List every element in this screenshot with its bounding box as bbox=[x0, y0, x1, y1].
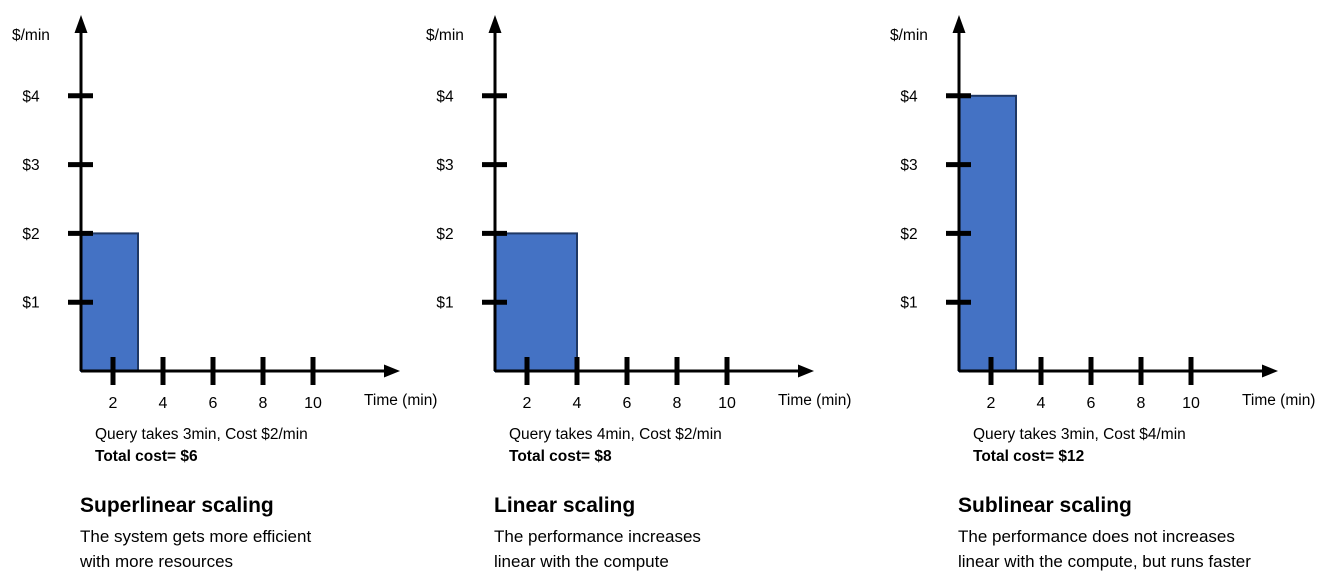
y-tick-label: $4 bbox=[900, 88, 918, 105]
linear-bar-chart: $4 $3 $2 $1 2 4 6 8 10 bbox=[436, 15, 814, 412]
y-axis-label: $/min bbox=[890, 27, 928, 44]
x-tick-label: 6 bbox=[209, 395, 218, 412]
x-tick-label: 2 bbox=[987, 395, 996, 412]
chart-description: The system gets more efficient with more… bbox=[80, 527, 312, 571]
chart-title: Sublinear scaling bbox=[958, 494, 1132, 517]
y-tick-label: $4 bbox=[22, 88, 40, 105]
x-axis-arrow-icon bbox=[798, 364, 814, 378]
y-tick-label: $2 bbox=[436, 226, 453, 243]
x-tick-label: 8 bbox=[1137, 395, 1146, 412]
y-axis-label: $/min bbox=[426, 27, 464, 44]
x-tick-label: 10 bbox=[304, 395, 322, 412]
y-tick-label: $4 bbox=[436, 88, 454, 105]
x-tick-label: 10 bbox=[718, 395, 736, 412]
total-cost-label: Total cost= $12 bbox=[973, 448, 1085, 465]
x-tick-label: 4 bbox=[1037, 395, 1046, 412]
chart-caption: Query takes 3min, Cost $2/min bbox=[95, 426, 308, 443]
chart-panel-sublinear-scaling: $4 $3 $2 $1 2 4 6 8 10 $/min Time (min) Query ta… bbox=[878, 0, 1327, 587]
x-axis-arrow-icon bbox=[1262, 364, 1278, 378]
chart-description: The performance does not increases linea… bbox=[958, 527, 1251, 571]
y-axis-arrow-icon bbox=[952, 15, 966, 33]
x-tick-label: 6 bbox=[1087, 395, 1096, 412]
x-tick-label: 8 bbox=[259, 395, 268, 412]
x-tick-label: 10 bbox=[1182, 395, 1200, 412]
chart-caption: Query takes 3min, Cost $4/min bbox=[973, 426, 1186, 443]
x-axis-label: Time (min) bbox=[364, 392, 438, 409]
x-tick-label: 8 bbox=[673, 395, 682, 412]
y-tick-label: $3 bbox=[436, 157, 453, 174]
y-axis-arrow-icon bbox=[74, 15, 88, 33]
superlinear-bar-chart: $4 $3 $2 $1 2 4 6 8 10 bbox=[22, 15, 400, 412]
chart-title: Superlinear scaling bbox=[80, 494, 274, 517]
x-axis-label: Time (min) bbox=[778, 392, 852, 409]
cost-bar bbox=[494, 232, 578, 372]
x-axis-label: Time (min) bbox=[1242, 392, 1316, 409]
x-tick-label: 2 bbox=[523, 395, 532, 412]
y-tick-label: $1 bbox=[22, 295, 39, 312]
chart-title: Linear scaling bbox=[494, 494, 636, 517]
x-tick-label: 4 bbox=[573, 395, 582, 412]
chart-caption: Query takes 4min, Cost $2/min bbox=[509, 426, 722, 443]
y-axis-label: $/min bbox=[12, 27, 50, 44]
x-tick-label: 2 bbox=[109, 395, 118, 412]
y-tick-label: $2 bbox=[900, 226, 917, 243]
y-tick-label: $3 bbox=[900, 157, 917, 174]
chart-description: The performance increases linear with th… bbox=[494, 527, 701, 571]
chart-panel-linear-scaling: $4 $3 $2 $1 2 4 6 8 10 $/min Time (min) Query ta… bbox=[414, 0, 863, 587]
total-cost-label: Total cost= $8 bbox=[509, 448, 612, 465]
total-cost-label: Total cost= $6 bbox=[95, 448, 198, 465]
sublinear-bar-chart: $4 $3 $2 $1 2 4 6 8 10 bbox=[900, 15, 1278, 412]
x-tick-label: 4 bbox=[159, 395, 168, 412]
x-tick-label: 6 bbox=[623, 395, 632, 412]
y-tick-label: $2 bbox=[22, 226, 39, 243]
y-axis-arrow-icon bbox=[488, 15, 502, 33]
y-tick-label: $1 bbox=[436, 295, 453, 312]
chart-panel-superlinear-scaling: $4 $3 $2 $1 2 4 6 8 10 $/min Time (min) Query ta… bbox=[0, 0, 449, 587]
y-tick-label: $3 bbox=[22, 157, 39, 174]
y-tick-label: $1 bbox=[900, 295, 917, 312]
x-axis-arrow-icon bbox=[384, 364, 400, 378]
